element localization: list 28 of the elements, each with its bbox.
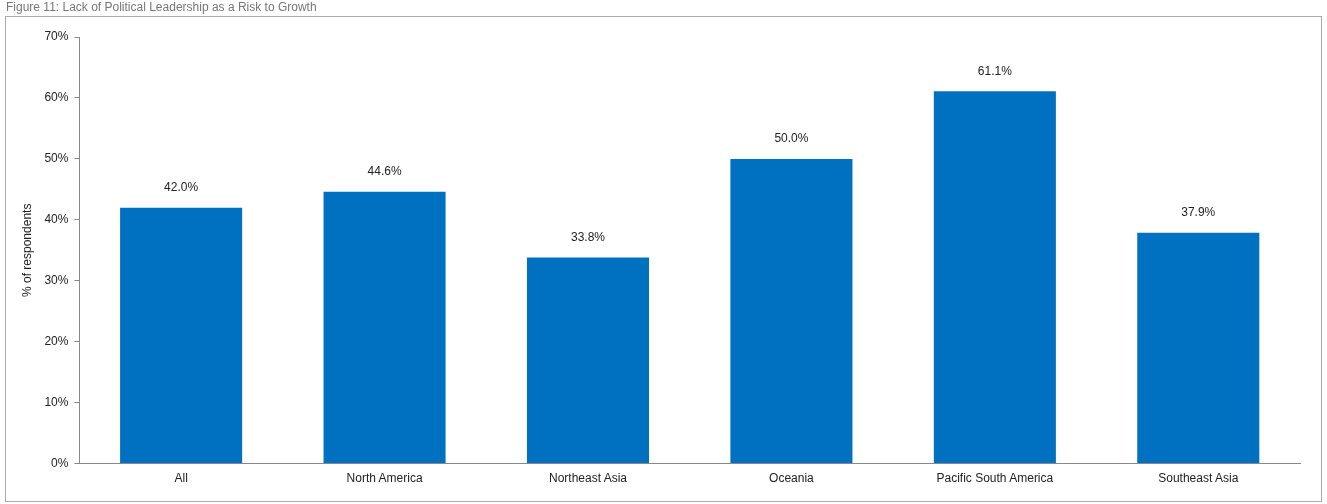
x-tick-label: Southeast Asia [1158, 471, 1239, 486]
data-label: 42.0% [164, 179, 199, 194]
x-tick-label: Oceania [769, 471, 815, 486]
y-tick-label: 70% [44, 29, 69, 44]
data-label: 37.9% [1181, 204, 1216, 219]
bar [120, 207, 243, 464]
y-tick-label: 10% [44, 394, 69, 409]
bar [526, 257, 650, 464]
x-tick-label: All [174, 471, 188, 486]
data-label: 44.6% [367, 164, 402, 179]
bar [730, 158, 853, 464]
chart-title: Figure 11: Lack of Political Leadership as a Risk to Growth [6, 0, 317, 14]
bar [933, 91, 1056, 464]
data-label: 50.0% [774, 131, 809, 146]
y-tick-label: 40% [44, 212, 69, 227]
y-tick-label: 30% [44, 273, 69, 288]
data-label: 33.8% [570, 229, 606, 244]
y-tick-label: 50% [44, 151, 69, 166]
y-tick-label: 20% [44, 334, 69, 349]
x-tick-label: North America [346, 471, 423, 486]
x-tick-label: Pacific South America [936, 471, 1054, 486]
y-tick-label: 0% [51, 455, 69, 470]
data-label: 61.1% [977, 63, 1013, 78]
bar [1137, 232, 1260, 464]
x-tick-label: Northeast Asia [548, 471, 628, 486]
bar [323, 191, 446, 464]
y-axis-title: % of respondents [19, 203, 34, 297]
y-tick-label: 60% [44, 90, 69, 105]
